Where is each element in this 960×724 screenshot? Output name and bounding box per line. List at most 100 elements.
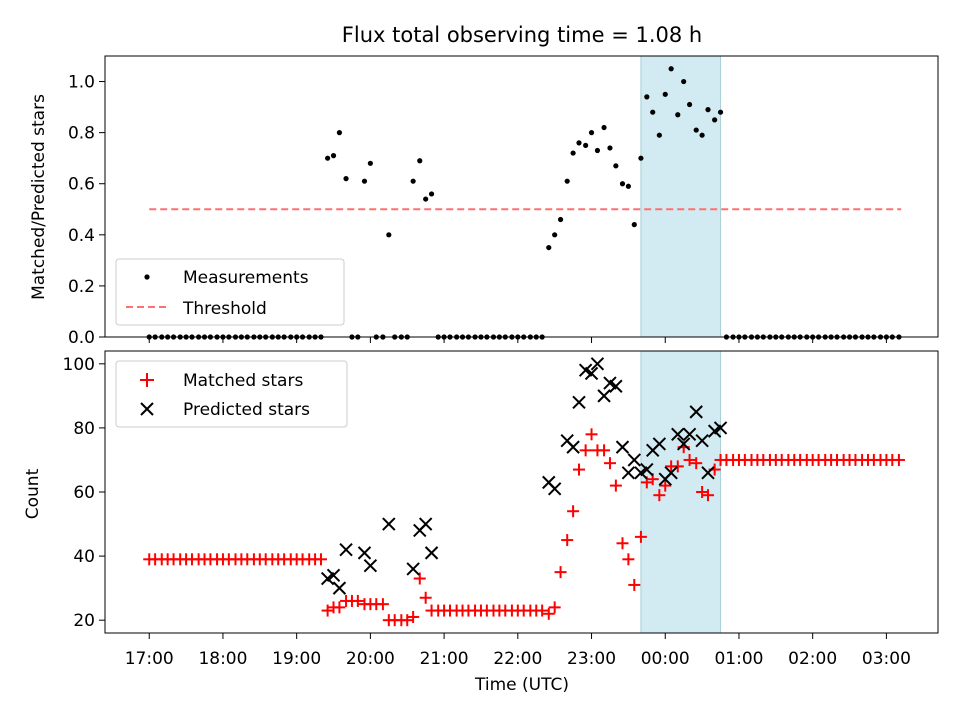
- matched-stars-point: [702, 489, 715, 502]
- measurements-point: [594, 147, 601, 154]
- bottom-y-axis-ticks: 20 40 60 80 100: [63, 355, 105, 631]
- top-y-axis-label: Matched/Predicted stars: [29, 94, 49, 300]
- measurements-point: [557, 216, 564, 223]
- measurements-point: [423, 196, 429, 202]
- predicted-stars-point: [572, 395, 586, 409]
- predicted-stars-point: [363, 558, 378, 573]
- measurements-point: [705, 107, 711, 113]
- measurements-point: [613, 163, 619, 169]
- predicted-stars-point: [615, 440, 630, 454]
- bottom-series-layer: [143, 357, 905, 627]
- matched-stars-point: [616, 537, 629, 550]
- bottom-legend-box: [115, 360, 348, 428]
- y-tick-label: 0.8: [68, 124, 95, 144]
- x-tick-label: 03:00: [862, 649, 911, 669]
- measurements-point: [546, 244, 552, 251]
- predicted-stars-point: [326, 568, 341, 583]
- matched-stars-point: [567, 505, 580, 518]
- measurements-point: [631, 222, 637, 228]
- matched-stars-point: [892, 453, 905, 466]
- predicted-stars-point: [590, 357, 605, 371]
- measurements-point: [619, 181, 626, 187]
- matched-stars-point: [659, 479, 672, 492]
- measurements-point: [570, 150, 576, 156]
- predicted-stars-point: [406, 562, 420, 576]
- top-panel: 0.0 0.2 0.4 0.6 0.8 1.0 Flux total observing …: [29, 23, 939, 348]
- legend-measurements-marker: [144, 274, 150, 280]
- legend-matched-label: Matched stars: [183, 371, 303, 391]
- matched-stars-point: [548, 601, 561, 614]
- predicted-stars-point: [682, 427, 697, 442]
- y-tick-label: 0.6: [68, 175, 95, 195]
- measurements-point: [336, 130, 343, 136]
- matched-stars-point: [598, 444, 611, 457]
- matched-stars-point: [333, 601, 346, 614]
- measurements-point: [601, 124, 607, 131]
- predicted-stars-point: [547, 482, 562, 496]
- measurements-point: [650, 109, 656, 115]
- legend-measurements-label: Measurements: [183, 268, 309, 288]
- measurements-point: [361, 178, 368, 184]
- measurements-point: [343, 176, 349, 182]
- legend-predicted-marker: [140, 402, 154, 416]
- predicted-stars-point: [701, 466, 715, 480]
- predicted-stars-point: [332, 581, 347, 595]
- predicted-stars-point: [671, 427, 685, 442]
- top-panel-frame: [104, 55, 939, 338]
- measurements-point: [367, 160, 373, 166]
- x-tick-label: 18:00: [198, 649, 247, 669]
- bottom-x-axis-ticks: 17:00 18:00 19:00 20:00 21:00 22:00 23:00 00:00…: [125, 633, 911, 669]
- measurements-point: [686, 101, 693, 108]
- matched-stars-point: [542, 607, 555, 620]
- predicted-stars-point: [664, 466, 678, 480]
- predicted-stars-point: [640, 462, 654, 477]
- x-tick-label: 21:00: [420, 649, 469, 669]
- x-tick-label: 23:00: [567, 649, 616, 669]
- predicted-stars-point: [689, 405, 703, 419]
- measurements-point: [644, 94, 650, 100]
- measurements-point: [693, 127, 699, 133]
- bottom-legend: Matched stars Predicted stars: [115, 360, 348, 428]
- matched-stars-point: [603, 457, 616, 470]
- matched-stars-point: [413, 572, 426, 585]
- measurements-point: [656, 132, 662, 138]
- matched-stars-point: [585, 428, 598, 441]
- matched-stars-point: [579, 444, 592, 457]
- predicted-stars-point: [621, 466, 636, 480]
- top-legend-box: [115, 258, 345, 326]
- predicted-stars-point: [609, 379, 623, 393]
- x-tick-label: 17:00: [125, 649, 174, 669]
- y-tick-label: 60: [73, 483, 95, 503]
- predicted-stars-point: [676, 437, 691, 451]
- legend-predicted-label: Predicted stars: [183, 400, 310, 420]
- measurements-point: [410, 178, 416, 184]
- matched-stars-point: [622, 553, 635, 566]
- measurements-point: [386, 232, 392, 238]
- predicted-stars-point: [695, 434, 709, 448]
- predicted-stars-point: [566, 440, 580, 454]
- measurements-point: [625, 183, 631, 189]
- matched-stars-point: [407, 610, 420, 623]
- matched-stars-point: [561, 534, 574, 547]
- measurements-point: [662, 91, 668, 97]
- top-series-layer: [146, 66, 902, 340]
- measurements-point: [681, 78, 687, 85]
- measurements-point: [330, 153, 337, 159]
- measurements-point: [588, 130, 595, 136]
- matched-stars-point: [554, 566, 567, 579]
- x-tick-label: 22:00: [493, 649, 542, 669]
- measurements-point: [583, 142, 589, 149]
- measurements-point: [699, 132, 705, 138]
- measurements-point: [675, 112, 681, 118]
- matched-stars-point: [671, 460, 684, 473]
- predicted-stars-point: [597, 389, 611, 403]
- y-tick-label: 100: [63, 355, 95, 375]
- bottom-x-axis-label: Time (UTC): [474, 675, 569, 695]
- predicted-stars-point: [339, 542, 353, 557]
- x-tick-label: 00:00: [641, 649, 690, 669]
- measurements-point: [712, 117, 718, 123]
- matched-stars-point: [628, 578, 641, 591]
- matched-stars-point: [690, 457, 703, 470]
- predicted-stars-point: [584, 366, 599, 381]
